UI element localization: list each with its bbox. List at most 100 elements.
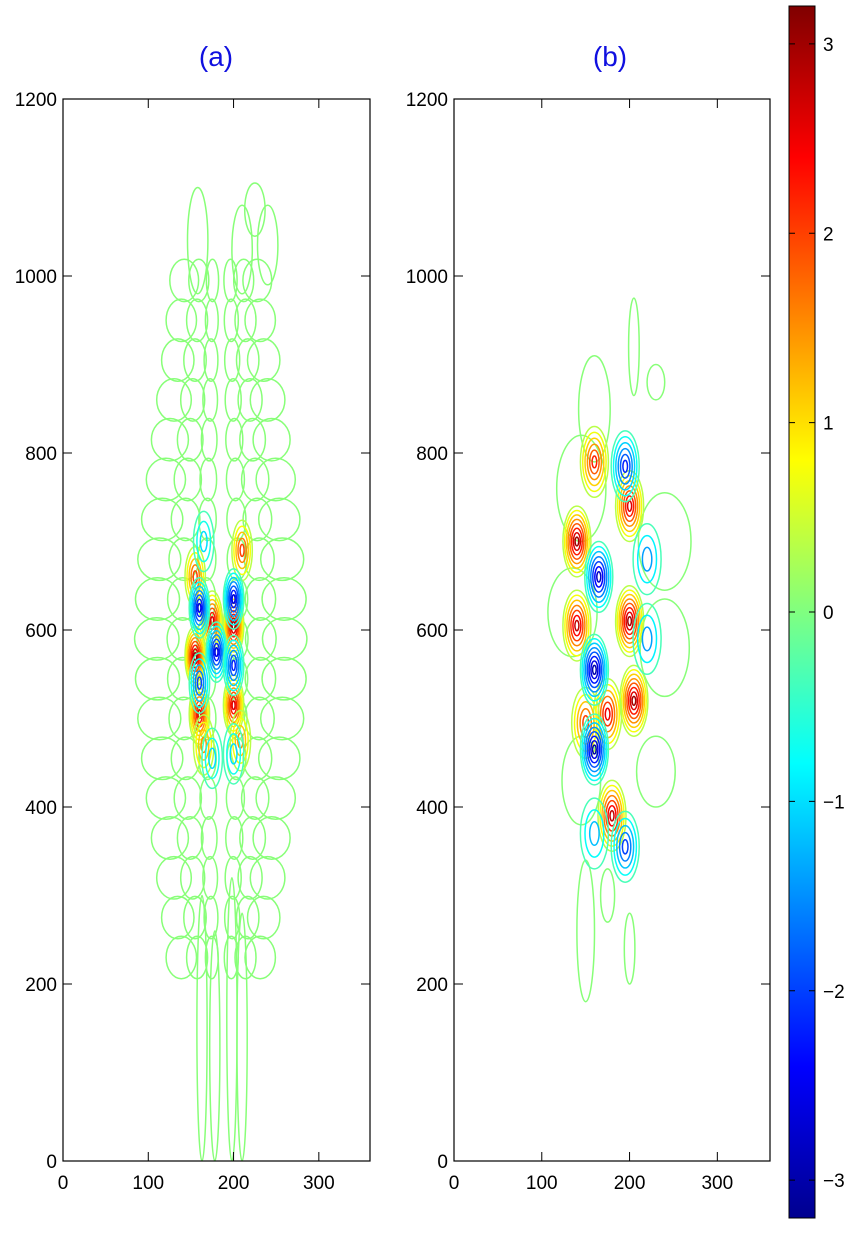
contour-feature — [610, 430, 640, 503]
contour-line — [584, 726, 604, 773]
contour-line — [239, 417, 267, 462]
contour-line — [222, 634, 245, 697]
contour-line — [261, 616, 308, 661]
contour-line — [631, 695, 637, 706]
y-tick-label: 800 — [416, 444, 448, 465]
contour-line — [564, 594, 590, 657]
contour-line — [591, 664, 597, 675]
contour-line — [257, 736, 301, 781]
contour-line — [231, 659, 237, 672]
contour-line — [235, 531, 249, 570]
contour-line — [237, 377, 263, 422]
contour-line — [169, 258, 200, 303]
contour-line — [179, 377, 206, 422]
contour-feature — [579, 425, 610, 499]
contour-line — [208, 930, 221, 1161]
contour-line — [618, 831, 632, 862]
contour-line — [591, 455, 598, 469]
panel-b-contour-features — [562, 425, 662, 883]
contour-line — [224, 639, 243, 692]
contour-line — [242, 497, 273, 542]
contour-line — [237, 537, 247, 564]
contour-line — [223, 338, 241, 383]
contour-line — [188, 258, 210, 303]
contour-line — [574, 619, 580, 632]
contour-line — [249, 377, 286, 422]
contour-feature — [231, 519, 254, 582]
contour-line — [246, 338, 281, 383]
contour-line — [616, 475, 643, 538]
contour-line — [602, 701, 614, 727]
contour-feature — [610, 810, 640, 883]
contour-line — [229, 695, 238, 715]
x-tick-label: 300 — [303, 1173, 335, 1194]
contour-line — [199, 776, 218, 821]
x-tick-label: 300 — [701, 1173, 733, 1194]
contour-line — [240, 776, 270, 821]
contour-line — [222, 568, 245, 630]
contour-feature — [632, 602, 662, 676]
y-tick-label: 200 — [25, 975, 57, 996]
contour-line — [563, 509, 590, 574]
contour-line — [179, 855, 206, 900]
contour-line — [222, 723, 245, 785]
contour-line — [203, 338, 219, 383]
contour-line — [586, 651, 603, 689]
contour-line — [610, 810, 640, 883]
contour-line — [229, 613, 239, 638]
contour-line — [586, 545, 612, 608]
contour-line — [570, 527, 583, 556]
contour-line — [197, 729, 210, 761]
contour-line — [555, 434, 607, 543]
contour-line — [621, 838, 629, 855]
contour-line — [617, 447, 633, 485]
contour-line — [566, 599, 588, 652]
contour-line — [632, 602, 662, 676]
contour-line — [590, 660, 599, 680]
contour-line — [641, 626, 653, 652]
contour-line — [607, 804, 617, 827]
contour-line — [627, 297, 640, 397]
contour-line — [227, 581, 241, 617]
contour-line — [594, 566, 604, 588]
contour-line — [236, 912, 248, 1161]
contour-line — [200, 736, 208, 754]
contour-line — [620, 669, 647, 733]
contour-line — [225, 776, 246, 821]
contour-line — [188, 636, 203, 677]
y-tick-label: 0 — [437, 1152, 448, 1173]
colorbar-tick-label: 2 — [823, 224, 834, 245]
contour-line — [173, 457, 203, 502]
contour-line — [570, 609, 584, 642]
contour-line — [160, 895, 195, 940]
panel-b: (b) 0 100 200 300 0 200 400 600 800 1000 1200 — [406, 41, 771, 1194]
contour-feature — [192, 510, 215, 573]
contour-line — [623, 912, 636, 985]
contour-line — [588, 550, 610, 603]
panel-a-contour-features — [184, 510, 254, 790]
contour-feature — [562, 505, 592, 578]
contour-line — [614, 584, 645, 658]
contour-line — [591, 744, 597, 755]
contour-line — [233, 525, 252, 576]
contour-line — [224, 855, 242, 900]
contour-line — [185, 298, 209, 343]
contour-line — [212, 642, 221, 662]
contour-line — [231, 700, 236, 711]
contour-feature — [614, 584, 645, 658]
contour-line — [626, 682, 642, 720]
contour-line — [195, 704, 204, 724]
contour-line — [224, 377, 242, 422]
panel-a-ticks: 0 100 200 300 0 200 400 600 800 1000 1200 — [15, 90, 370, 1194]
contour-line — [192, 570, 198, 584]
contour-line — [145, 457, 187, 502]
contour-line — [226, 644, 242, 687]
contour-line — [155, 855, 193, 900]
contour-line — [170, 736, 201, 781]
contour-line — [231, 593, 236, 605]
contour-line — [150, 417, 190, 462]
panel-a: (a) 0 100 200 300 0 200 400 600 800 1000 1200 — [15, 41, 371, 1194]
contour-line — [134, 577, 181, 621]
contour-line — [203, 895, 219, 940]
